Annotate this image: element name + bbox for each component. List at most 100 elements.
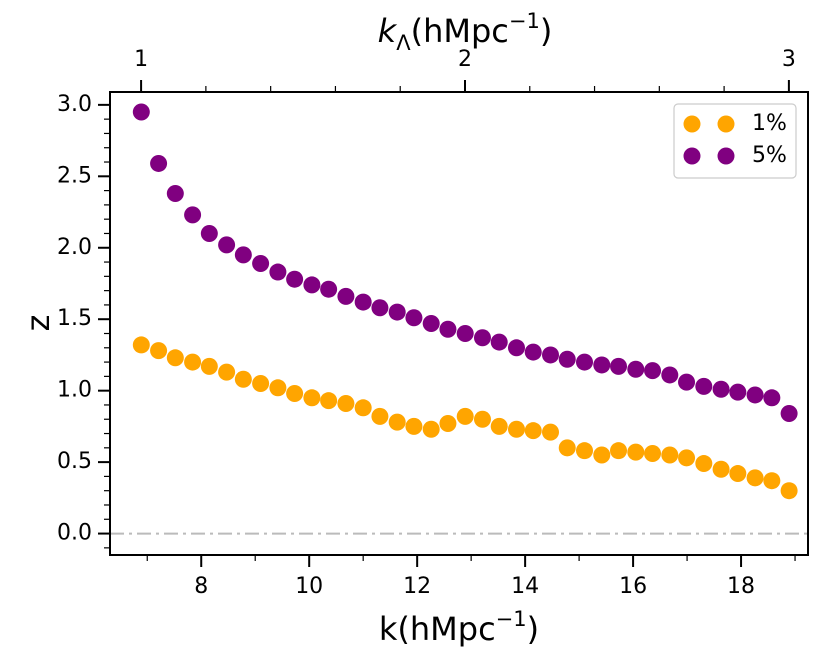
point [542,346,560,364]
point [371,407,389,425]
point [507,420,525,438]
point [405,309,423,327]
point [712,380,730,398]
point [456,325,474,343]
x2-label-part: (hMpc [411,12,509,50]
point [234,246,252,264]
point [763,389,781,407]
point [610,442,628,460]
plot-frame [109,91,809,556]
point [729,383,747,401]
point [132,336,150,354]
x2-tick-label: 3 [782,47,796,72]
point [678,373,696,391]
point [695,377,713,395]
point [388,303,406,321]
point [303,389,321,407]
point [320,280,338,298]
x-tick-label: 8 [194,574,208,599]
x2-label-part: k [378,12,398,50]
x2-label: kΛ(hMpc−1) [378,9,553,55]
x-label: k(hMpc−1) [379,607,539,648]
legend-label: 5% [752,143,787,168]
point [780,482,798,500]
point [490,333,508,351]
point [695,455,713,473]
y-tick-label: 2.5 [57,163,92,188]
x-label-part: k(hMpc [379,610,496,648]
point [524,422,542,440]
point [576,353,594,371]
point [269,263,287,281]
point [439,415,457,433]
point [286,270,304,288]
point [576,442,594,460]
point [422,315,440,332]
point [456,407,474,425]
x2-label-part: ) [540,12,552,50]
point [337,395,355,413]
x-label-sup: −1 [496,607,527,631]
point [558,350,576,368]
point [490,417,508,435]
point [200,357,218,375]
point [132,103,150,121]
point [524,343,542,361]
point [746,469,764,487]
point [593,446,611,464]
point [473,410,491,428]
point [473,329,491,347]
point [320,392,338,410]
point [388,413,406,431]
point [507,339,525,357]
point [234,370,252,388]
legend-marker [683,147,701,165]
legend-marker [717,115,735,133]
point [661,366,679,384]
x2-tick-label: 2 [458,47,472,72]
legend-marker [717,147,735,165]
legend-marker [683,115,701,133]
point [337,287,355,305]
point [150,154,168,172]
point [593,356,611,374]
point [218,363,236,381]
x2-tick-label: 1 [134,47,148,72]
legend-box [673,103,797,179]
point [200,224,218,242]
point [184,206,202,224]
point [286,385,304,403]
y-label: z [19,315,57,332]
point [218,236,236,254]
point [166,349,184,367]
y-tick-label: 1.0 [57,378,92,403]
x2-label-sup: −1 [509,9,540,33]
point [712,460,730,478]
point [354,399,372,417]
point [729,465,747,483]
x-label-part: ) [527,610,539,648]
point [422,420,440,438]
point [252,375,270,393]
point [746,386,764,404]
point [371,299,389,317]
x2-label-sub: Λ [396,31,411,55]
y-tick-label: 2.0 [57,235,92,260]
point [610,357,628,375]
y-tick-label: 0.0 [57,521,92,546]
point [439,320,457,338]
point [661,446,679,464]
x-tick-label: 10 [295,574,323,599]
point [150,342,168,360]
point [627,360,645,378]
point [558,439,576,457]
point [763,472,781,490]
point [678,449,696,467]
point [644,445,662,463]
point [780,405,798,423]
x-tick-label: 14 [511,574,539,599]
point [166,184,184,202]
point [354,293,372,311]
legend-label: 1% [752,111,787,136]
